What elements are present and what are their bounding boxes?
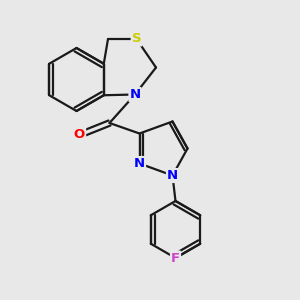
Text: N: N <box>134 157 145 170</box>
Text: N: N <box>167 169 178 182</box>
Text: O: O <box>74 128 85 142</box>
Text: F: F <box>171 251 180 265</box>
Text: N: N <box>129 88 141 101</box>
Text: S: S <box>132 32 141 46</box>
